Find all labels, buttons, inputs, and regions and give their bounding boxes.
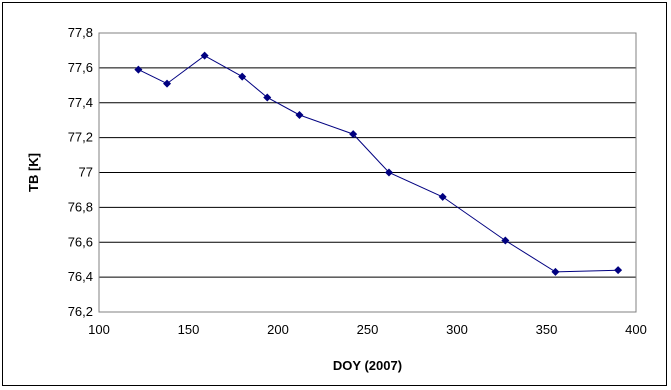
x-axis-label: DOY (2007) xyxy=(333,358,402,373)
y-axis-tick-labels: 76,2 76,4 76,6 76,8 77 77,2 77,4 77,6 77,8 xyxy=(68,25,93,319)
y-tick-label: 77,6 xyxy=(68,60,93,75)
data-point xyxy=(614,266,623,275)
y-tick-label: 77,4 xyxy=(68,95,93,110)
data-point xyxy=(295,110,304,119)
data-point xyxy=(134,65,143,74)
data-point xyxy=(551,267,560,276)
chart-frame xyxy=(2,2,667,386)
series-group xyxy=(134,51,623,276)
y-tick-label: 76,4 xyxy=(68,269,93,284)
y-tick-label: 76,8 xyxy=(68,199,93,214)
data-point xyxy=(238,72,247,81)
x-axis-tick-labels: 100 150 200 250 300 350 400 xyxy=(88,322,647,337)
y-tick-label: 77,2 xyxy=(68,130,93,145)
data-point xyxy=(349,130,358,139)
data-point xyxy=(501,236,510,245)
plot-area xyxy=(98,32,637,313)
grid-lines xyxy=(99,67,636,278)
data-point xyxy=(200,51,209,60)
y-tick-label: 76,2 xyxy=(68,304,93,319)
x-tick-label: 200 xyxy=(267,322,289,337)
y-tick-label: 77 xyxy=(79,165,93,180)
y-axis-label: TB [K] xyxy=(26,153,41,192)
data-point xyxy=(263,93,272,102)
data-point xyxy=(384,168,393,177)
y-tick-label: 76,6 xyxy=(68,234,93,249)
x-tick-label: 400 xyxy=(625,322,647,337)
x-tick-label: 300 xyxy=(446,322,468,337)
x-tick-label: 350 xyxy=(536,322,558,337)
data-point xyxy=(438,192,447,201)
series-line xyxy=(138,55,619,273)
x-tick-label: 100 xyxy=(88,322,110,337)
data-point xyxy=(163,79,172,88)
y-tick-label: 77,8 xyxy=(68,25,93,40)
x-tick-label: 150 xyxy=(178,322,200,337)
x-tick-label: 250 xyxy=(357,322,379,337)
